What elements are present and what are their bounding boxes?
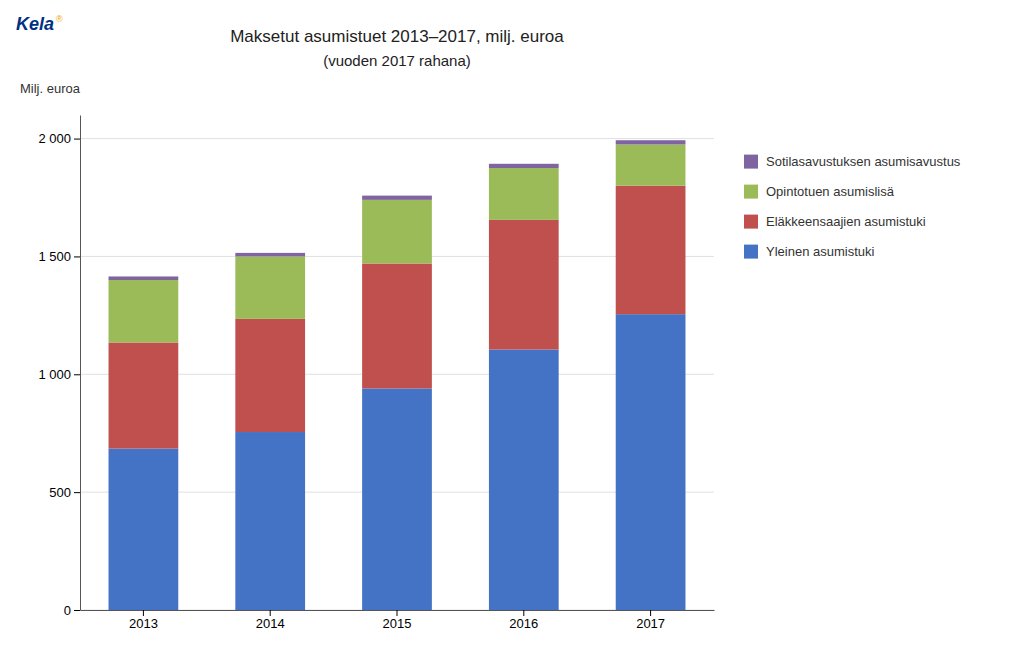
x-tick-label: 2015: [383, 616, 412, 631]
legend-label: Sotilasavustuksen asumisavustus: [766, 154, 961, 169]
bar: [235, 256, 305, 318]
bar-series: [109, 140, 686, 280]
legend-item: Eläkkeensaajien asumistuki: [744, 214, 926, 229]
legend-item: Sotilasavustuksen asumisavustus: [744, 154, 961, 169]
bar: [616, 314, 686, 610]
legend-item: Opintotuen asumislisä: [744, 184, 895, 199]
grid-line: [80, 138, 714, 139]
x-tick: 2016: [509, 610, 538, 631]
bar-series: [109, 144, 686, 342]
y-tick: 1 000: [38, 367, 80, 382]
legend: Sotilasavustuksen asumisavustus Opintotue…: [744, 154, 961, 259]
y-tick-line: [74, 256, 80, 257]
x-tick: 2015: [383, 610, 412, 631]
bar: [489, 164, 559, 168]
plot: 0 500 1 000 1 500 2 000 2013 2014 2015 2016 2017: [38, 116, 714, 632]
bar: [109, 342, 179, 448]
y-tick-label: 1 500: [38, 249, 71, 264]
bar: [109, 449, 179, 610]
bar: [362, 264, 432, 389]
bar: [109, 280, 179, 342]
legend-swatch: [744, 185, 758, 199]
bar: [235, 253, 305, 257]
x-tick-line: [523, 610, 524, 616]
x-tick-label: 2017: [636, 616, 665, 631]
y-tick-line: [74, 492, 80, 493]
bar: [362, 196, 432, 200]
annotation: ®: [56, 14, 63, 24]
y-tick-line: [74, 374, 80, 375]
legend-label: Eläkkeensaajien asumistuki: [766, 214, 926, 229]
y-tick-label: 2 000: [38, 131, 71, 146]
y-axis: 0 500 1 000 1 500 2 000: [38, 116, 80, 618]
x-tick-label: 2014: [256, 616, 285, 631]
bar: [616, 140, 686, 144]
x-axis: 2013 2014 2015 2016 2017: [81, 610, 715, 631]
y-tick: 0: [64, 603, 80, 618]
y-tick-label: 0: [64, 603, 71, 618]
x-tick: 2017: [636, 610, 665, 631]
y-tick-line: [74, 139, 80, 140]
bar: [489, 350, 559, 610]
legend-swatch: [744, 245, 758, 259]
x-tick: 2014: [256, 610, 285, 631]
x-tick: 2013: [129, 610, 158, 631]
bar-series: [109, 186, 686, 449]
bar: [489, 220, 559, 350]
x-tick-line: [650, 610, 651, 616]
bar: [362, 200, 432, 264]
bars: [109, 140, 686, 610]
bar: [489, 168, 559, 220]
x-tick-label: 2013: [129, 616, 158, 631]
bar: [235, 319, 305, 432]
title: Maksetut asumistuet 2013–2017, milj. eur…: [230, 27, 564, 46]
bar: [235, 432, 305, 610]
legend-item: Yleinen asumistuki: [744, 244, 874, 259]
y-tick: 2 000: [38, 131, 80, 146]
x-tick-label: 2016: [509, 616, 538, 631]
legend-swatch: [744, 155, 758, 169]
bar: [109, 276, 179, 280]
chart: 0 500 1 000 1 500 2 000 2013 2014 2015 2016 2017 M…: [0, 0, 1024, 670]
y-tick: 500: [49, 485, 80, 500]
grid: [80, 139, 714, 610]
subtitle: (vuoden 2017 rahana): [323, 52, 471, 69]
bar: [616, 144, 686, 185]
y-tick-label: 500: [49, 485, 71, 500]
y-tick: 1 500: [38, 249, 80, 264]
y-tick-label: 1 000: [38, 367, 71, 382]
y-axis-line: [80, 116, 81, 611]
bar: [362, 388, 432, 610]
y-tick-line: [74, 610, 80, 611]
annotation: Kela: [16, 14, 54, 34]
x-tick-line: [270, 610, 271, 616]
legend-label: Yleinen asumistuki: [766, 244, 874, 259]
legend-swatch: [744, 215, 758, 229]
bar: [616, 186, 686, 314]
x-tick-line: [143, 610, 144, 616]
x-tick-line: [397, 610, 398, 616]
legend-label: Opintotuen asumislisä: [766, 184, 895, 199]
y-axis-title: Milj. euroa: [20, 81, 81, 96]
